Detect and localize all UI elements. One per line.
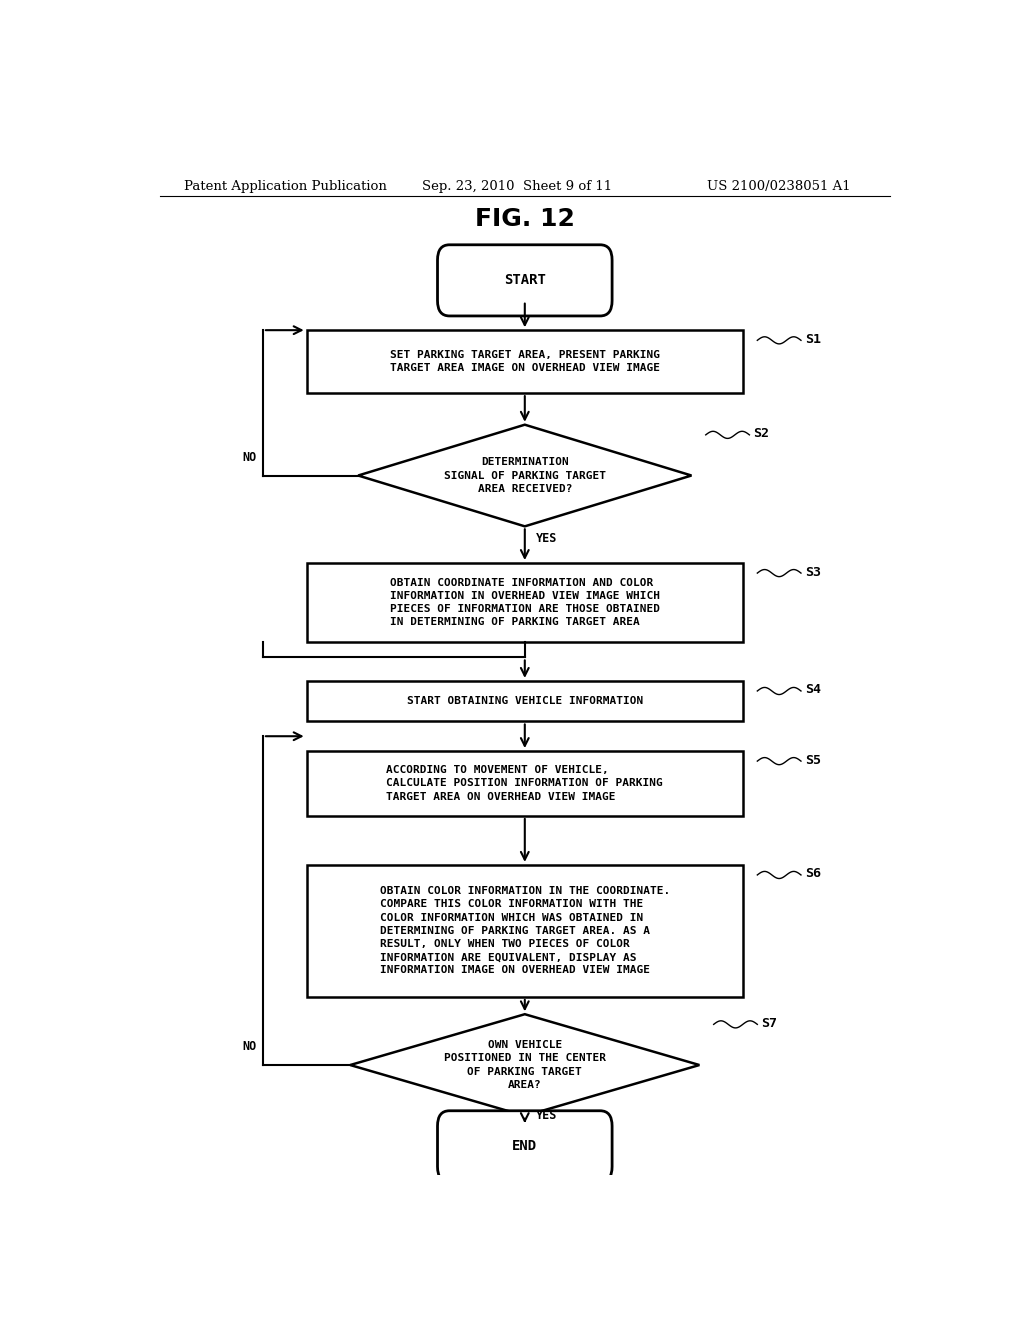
- Polygon shape: [358, 425, 691, 527]
- Text: YES: YES: [536, 1109, 557, 1122]
- Text: S1: S1: [805, 333, 821, 346]
- Bar: [306, 330, 743, 393]
- Bar: [306, 681, 743, 722]
- Text: Sep. 23, 2010  Sheet 9 of 11: Sep. 23, 2010 Sheet 9 of 11: [422, 181, 611, 193]
- Text: OBTAIN COLOR INFORMATION IN THE COORDINATE.
COMPARE THIS COLOR INFORMATION WITH : OBTAIN COLOR INFORMATION IN THE COORDINA…: [380, 886, 670, 975]
- Text: FIG. 12: FIG. 12: [475, 207, 574, 231]
- Text: ACCORDING TO MOVEMENT OF VEHICLE,
CALCULATE POSITION INFORMATION OF PARKING
TARG: ACCORDING TO MOVEMENT OF VEHICLE, CALCUL…: [386, 766, 664, 801]
- Text: SET PARKING TARGET AREA, PRESENT PARKING
TARGET AREA IMAGE ON OVERHEAD VIEW IMAG: SET PARKING TARGET AREA, PRESENT PARKING…: [390, 350, 659, 374]
- Text: NO: NO: [243, 450, 257, 463]
- Text: S4: S4: [805, 684, 821, 697]
- Text: NO: NO: [243, 1040, 257, 1053]
- FancyBboxPatch shape: [437, 1110, 612, 1181]
- Text: Patent Application Publication: Patent Application Publication: [183, 181, 386, 193]
- Text: START: START: [504, 273, 546, 288]
- Text: S6: S6: [805, 867, 821, 880]
- FancyBboxPatch shape: [437, 244, 612, 315]
- Polygon shape: [350, 1014, 699, 1115]
- Text: OWN VEHICLE
POSITIONED IN THE CENTER
OF PARKING TARGET
AREA?: OWN VEHICLE POSITIONED IN THE CENTER OF …: [443, 1040, 606, 1090]
- Bar: [306, 562, 743, 643]
- Text: US 2100/0238051 A1: US 2100/0238051 A1: [708, 181, 851, 193]
- Text: YES: YES: [536, 532, 557, 545]
- Bar: [306, 751, 743, 816]
- Text: S7: S7: [761, 1016, 777, 1030]
- Bar: [306, 865, 743, 997]
- Text: START OBTAINING VEHICLE INFORMATION: START OBTAINING VEHICLE INFORMATION: [407, 696, 643, 706]
- Text: END: END: [512, 1139, 538, 1154]
- Text: OBTAIN COORDINATE INFORMATION AND COLOR
INFORMATION IN OVERHEAD VIEW IMAGE WHICH: OBTAIN COORDINATE INFORMATION AND COLOR …: [390, 578, 659, 627]
- Text: S3: S3: [805, 565, 821, 578]
- Text: S5: S5: [805, 754, 821, 767]
- Text: DETERMINATION
SIGNAL OF PARKING TARGET
AREA RECEIVED?: DETERMINATION SIGNAL OF PARKING TARGET A…: [443, 457, 606, 494]
- Text: S2: S2: [754, 428, 769, 441]
